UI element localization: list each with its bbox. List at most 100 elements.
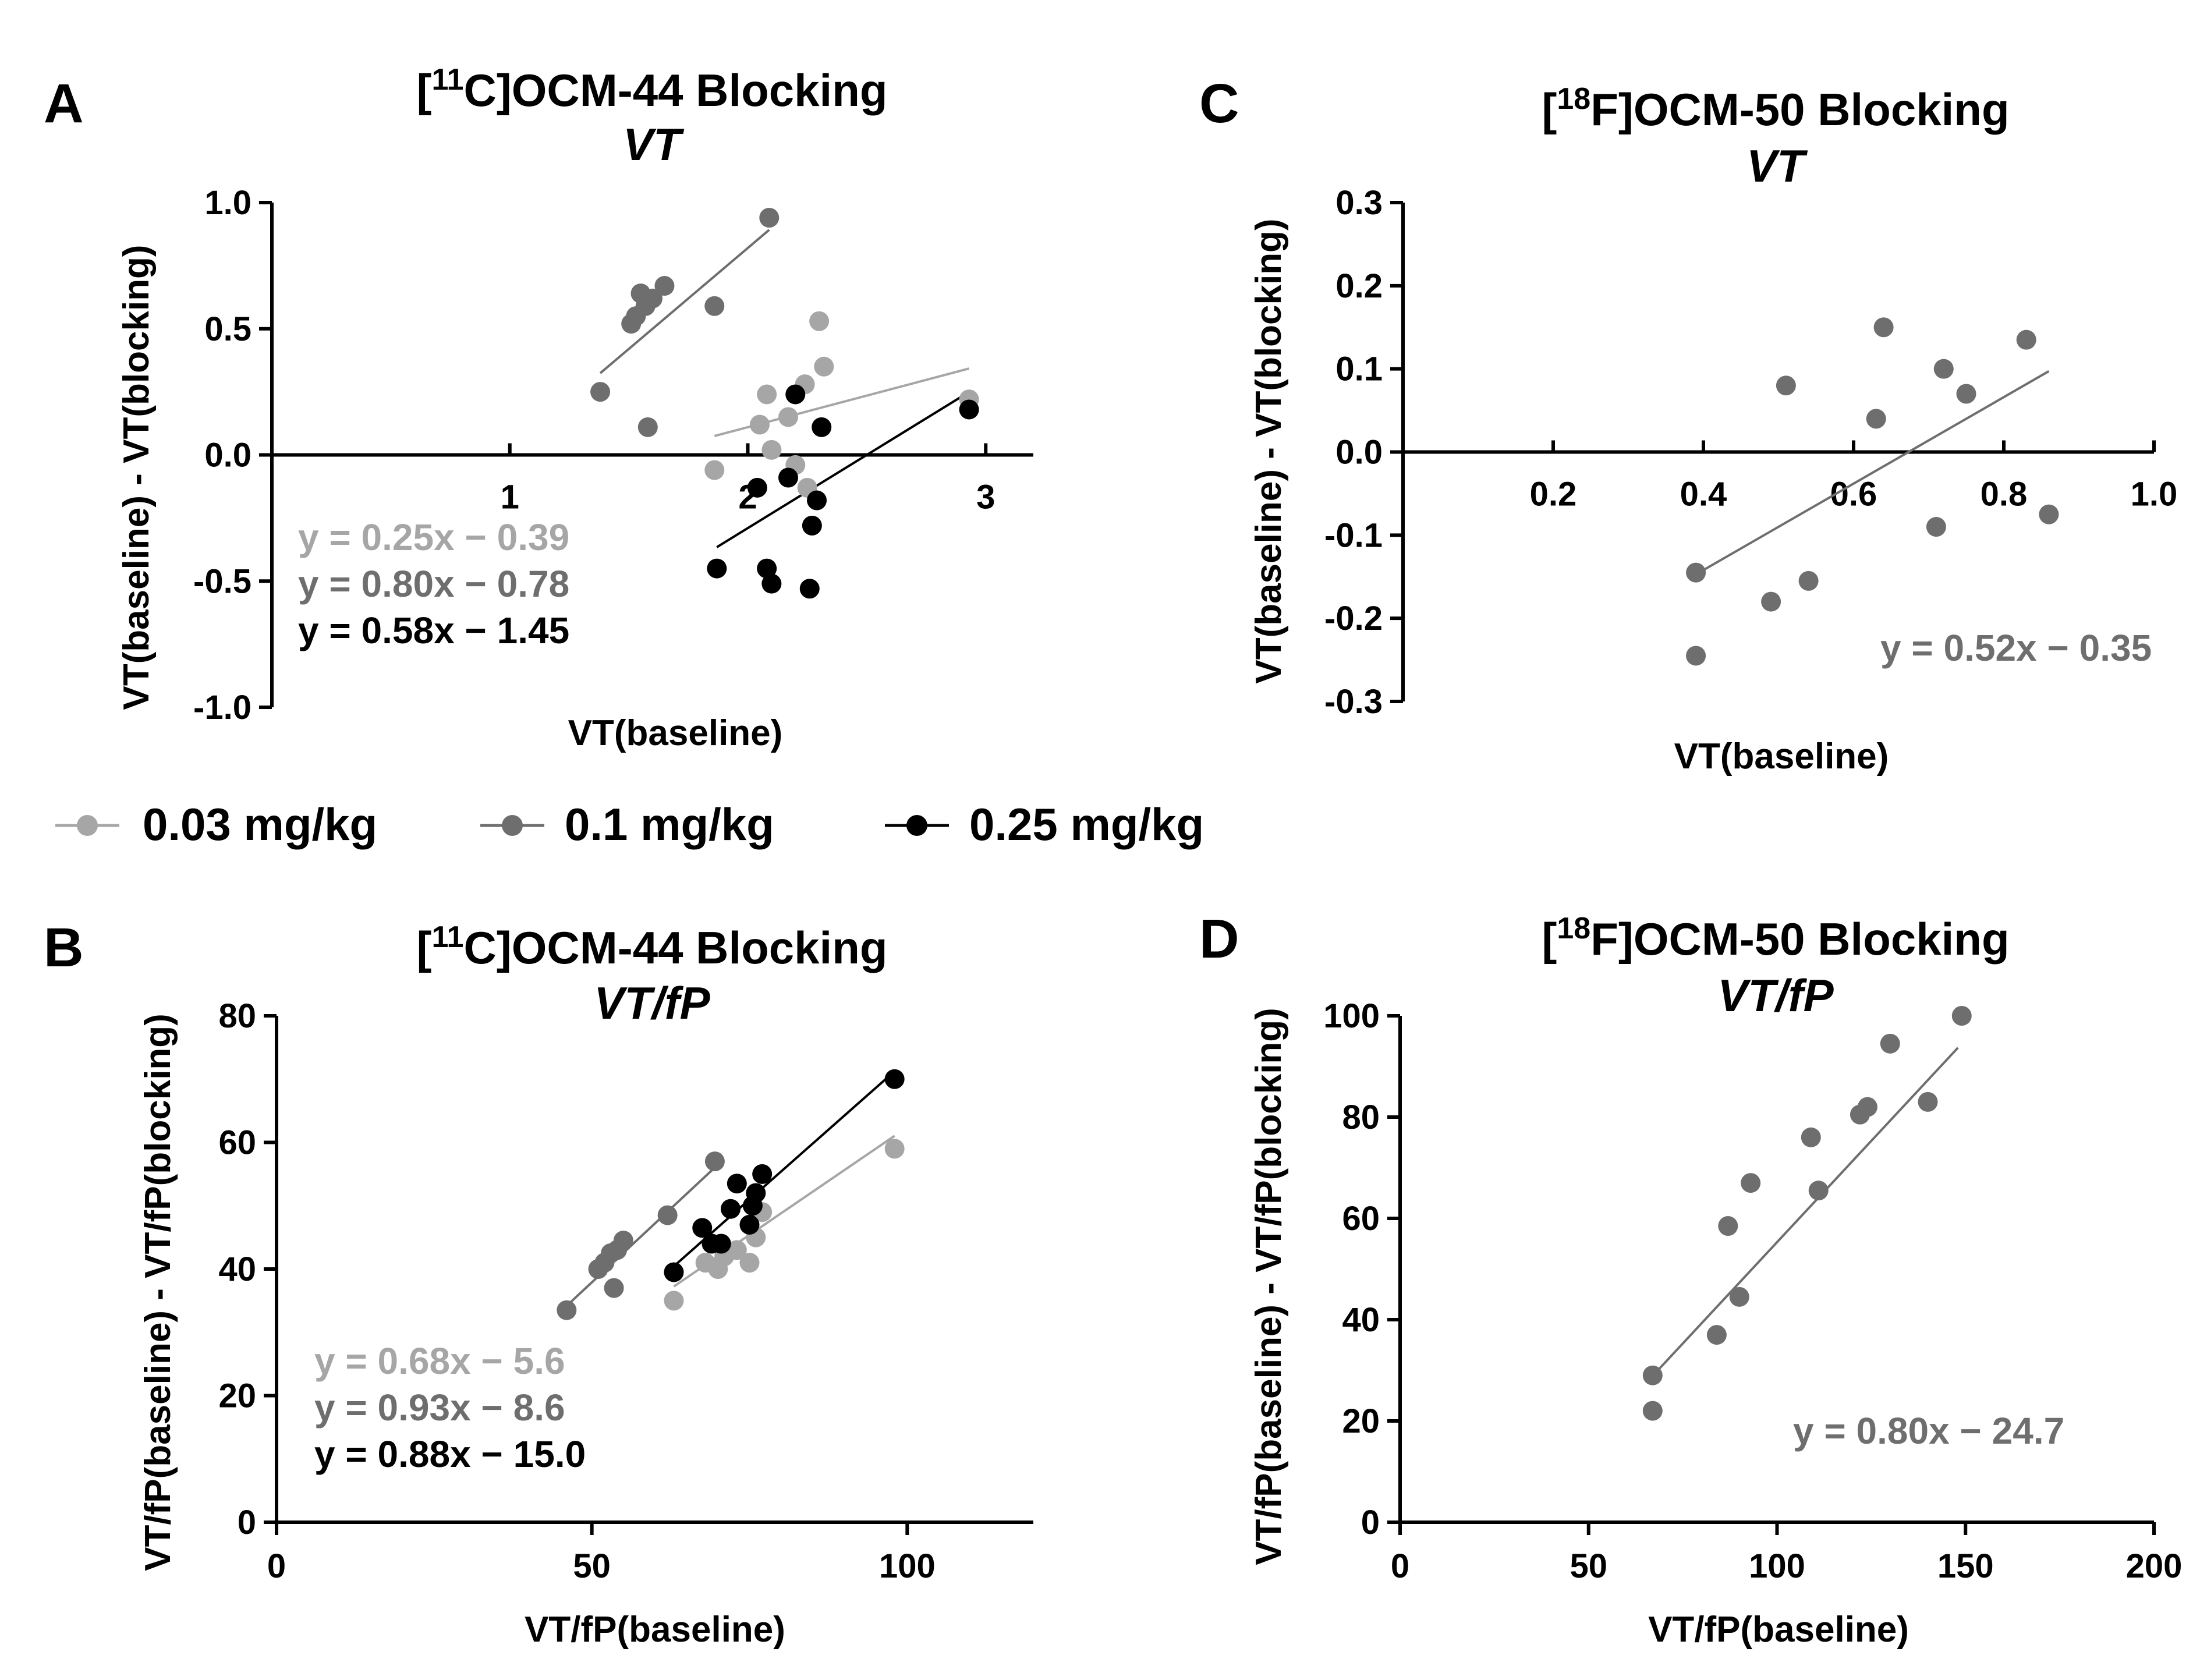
y-tick-label: 20 — [1342, 1402, 1380, 1440]
panel-title: [18F]OCM-50 Blocking — [1542, 912, 2009, 965]
fit-equation-0.25: y = 0.58x − 1.45 — [298, 609, 569, 651]
fit-line-2 — [716, 391, 970, 548]
fit-line-1 — [565, 1167, 716, 1307]
fit-line-0 — [1695, 370, 2050, 576]
y-tick-label: -1.0 — [193, 689, 251, 726]
data-point-2 — [802, 515, 822, 536]
data-point-0 — [1706, 1325, 1727, 1345]
x-tick-label: 3 — [976, 479, 995, 516]
x-tick-label: 0.6 — [1830, 476, 1877, 513]
plot-area: -0.3 -0.2 -0.1 0.0 0.1 0.2 0.3 0.2 0.4 0.6 0.8 1.0 — [1324, 184, 2177, 721]
panel-letter: B — [44, 917, 84, 979]
legend-marker — [77, 815, 98, 836]
plot-area: 0 20 40 60 80 100 0 50 100 150 200 — [1323, 997, 2182, 1585]
data-point-0 — [1776, 375, 1796, 396]
data-point-2 — [707, 558, 727, 579]
y-tick-label: -0.1 — [1324, 516, 1383, 554]
fit-line-0 — [1652, 1047, 1959, 1377]
data-point-0 — [778, 407, 798, 427]
y-tick-label: 0.1 — [1335, 350, 1383, 388]
y-tick-label: -0.3 — [1324, 683, 1383, 721]
panel-letter: C — [1199, 73, 1239, 134]
panel-letter: D — [1199, 908, 1239, 970]
panel-subtitle: VT — [1746, 140, 1808, 192]
data-point-0 — [2016, 329, 2036, 350]
data-point-0 — [1729, 1286, 1749, 1307]
legend-item-0.25: 0.25 mg/kg — [885, 799, 1204, 850]
data-point-0 — [814, 356, 834, 377]
data-point-0 — [1642, 1365, 1663, 1385]
panel-b: B [11C]OCM-44 Blocking VT/fP VT/fP(basel… — [44, 917, 1033, 1650]
y-tick-label: 60 — [218, 1124, 256, 1162]
data-point-0 — [1956, 384, 1976, 404]
y-tick-label: 20 — [218, 1377, 256, 1415]
panel-title: [11C]OCM-44 Blocking — [416, 920, 887, 973]
data-point-2 — [692, 1218, 713, 1238]
data-point-2 — [778, 467, 798, 488]
panel-c: C [18F]OCM-50 Blocking VT VT(baseline) V… — [1199, 73, 2177, 777]
y-tick-label: 80 — [218, 997, 256, 1035]
data-point-2 — [884, 1069, 905, 1089]
y-tick-label: 0.0 — [204, 437, 251, 474]
data-point-1 — [657, 1205, 678, 1225]
y-tick-label: 0.5 — [204, 310, 251, 348]
fit-equation-0.25: y = 0.88x − 15.0 — [314, 1433, 586, 1475]
data-point-0 — [704, 460, 725, 480]
data-point-0 — [1798, 570, 1819, 591]
legend: 0.03 mg/kg 0.1 mg/kg 0.25 mg/kg — [55, 799, 1204, 850]
y-tick-label: 0.0 — [1335, 434, 1383, 472]
data-point-1 — [654, 276, 675, 296]
data-point-0 — [1808, 1181, 1829, 1201]
x-axis-label: VT/fP(baseline) — [1648, 1610, 1909, 1650]
y-tick-label: -0.5 — [193, 562, 251, 600]
data-point-0 — [1718, 1216, 1738, 1236]
y-tick-label: 0 — [238, 1504, 256, 1541]
y-axis-label: VT(baseline) - VT(blocking) — [116, 244, 157, 710]
data-point-0 — [884, 1139, 905, 1159]
data-point-2 — [746, 1183, 766, 1203]
plot-area: -1.0-0.50.00.51.01 2 3 — [193, 184, 1033, 726]
data-point-0 — [1761, 591, 1781, 612]
data-point-1 — [759, 208, 780, 228]
y-axis-label: VT/fP(baseline) - VT/fP(blocking) — [138, 1013, 178, 1571]
fit-equation-0.03: y = 0.25x − 0.39 — [298, 516, 569, 558]
y-tick-label: 80 — [1342, 1098, 1380, 1136]
legend-item-0.1: 0.1 mg/kg — [480, 799, 774, 850]
legend-label: 0.03 mg/kg — [143, 799, 377, 850]
data-point-0 — [761, 440, 782, 460]
panel-d: D [18F]OCM-50 Blocking VT/fP VT/fP(basel… — [1199, 908, 2182, 1650]
y-tick-label: -0.2 — [1324, 600, 1383, 637]
legend-label: 0.1 mg/kg — [565, 799, 774, 850]
data-point-0 — [1686, 646, 1706, 666]
legend-marker — [906, 815, 927, 836]
data-point-2 — [799, 579, 820, 599]
data-point-0 — [749, 414, 770, 435]
panel-subtitle: VT/fP — [594, 977, 710, 1029]
y-axis-label: VT(baseline) - VT(blocking) — [1249, 218, 1289, 683]
panel-a: A [11C]OCM-44 Blocking VT VT(baseline) V… — [44, 63, 1033, 753]
fit-line-2 — [673, 1070, 895, 1267]
data-point-2 — [727, 1174, 747, 1194]
x-tick-label: 100 — [1749, 1547, 1805, 1585]
data-point-2 — [739, 1214, 760, 1235]
legend-item-0.03: 0.03 mg/kg — [55, 799, 377, 850]
y-tick-label: 40 — [1342, 1301, 1380, 1339]
data-point-0 — [1801, 1127, 1821, 1147]
data-point-1 — [637, 417, 658, 437]
data-point-0 — [1741, 1173, 1761, 1193]
data-point-0 — [739, 1253, 760, 1273]
data-point-2 — [752, 1164, 773, 1184]
data-point-0 — [1857, 1097, 1877, 1117]
y-tick-label: 100 — [1323, 997, 1380, 1035]
data-point-2 — [747, 477, 767, 498]
data-point-0 — [1933, 359, 1954, 379]
panel-title: [18F]OCM-50 Blocking — [1542, 82, 2009, 135]
fit-line-1 — [599, 229, 770, 374]
panel-letter: A — [44, 73, 84, 134]
data-point-0 — [1642, 1401, 1663, 1421]
x-axis-label: VT(baseline) — [1674, 736, 1889, 777]
data-point-0 — [1866, 409, 1886, 429]
x-tick-label: 50 — [573, 1547, 611, 1585]
data-point-2 — [785, 384, 806, 405]
fit-equation-0.1: y = 0.93x − 8.6 — [314, 1387, 565, 1429]
